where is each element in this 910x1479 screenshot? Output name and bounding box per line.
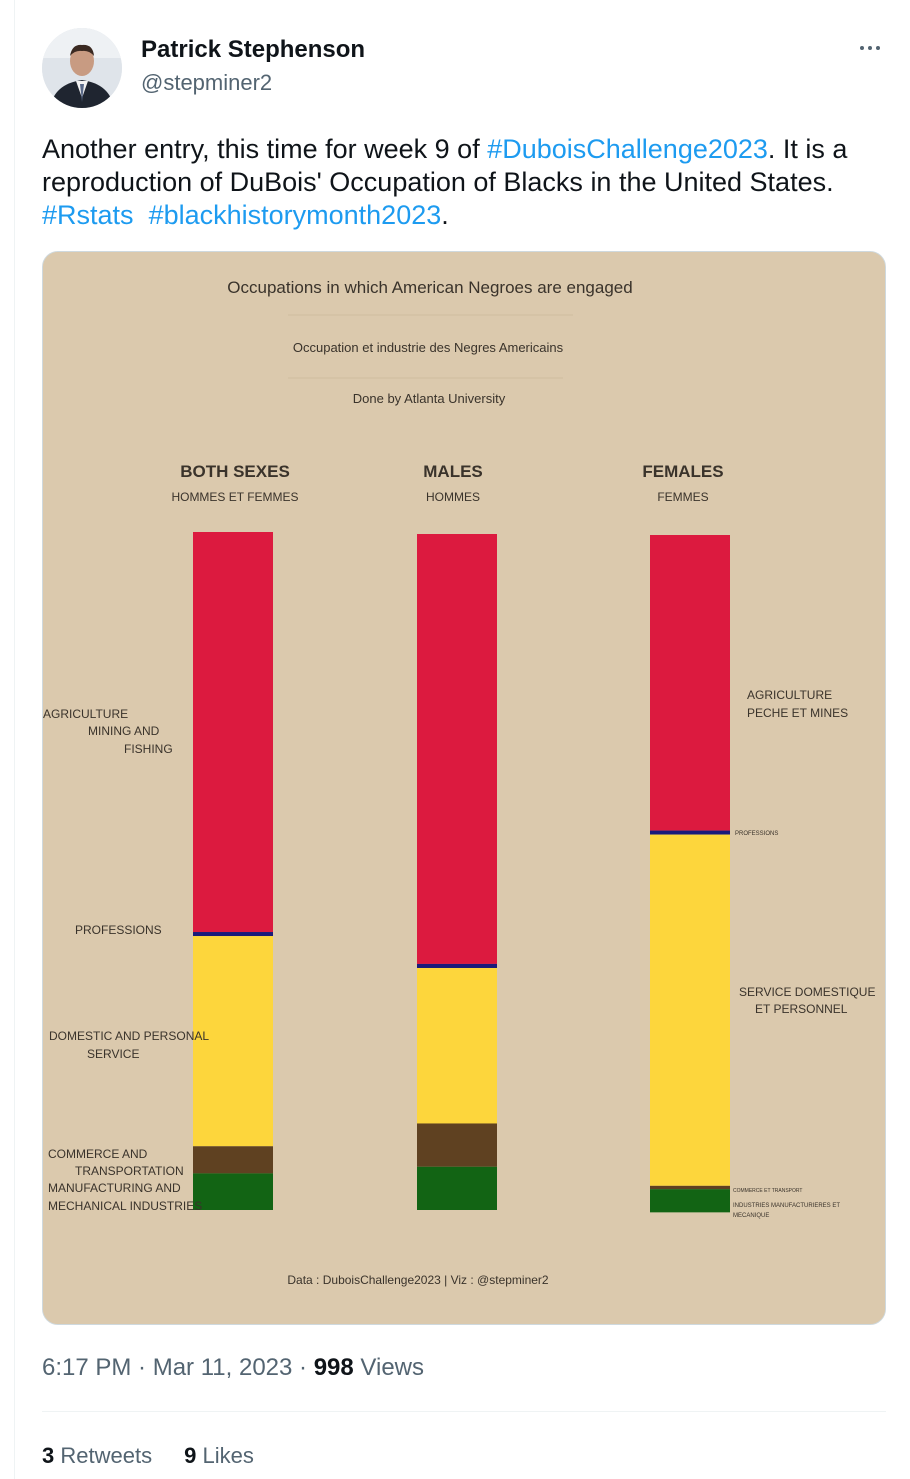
segment-label: PROFESSIONS: [735, 831, 778, 837]
engagement-stats: 3 Retweets 9 Likes: [42, 1443, 254, 1469]
author-name[interactable]: Patrick Stephenson: [141, 36, 366, 63]
meta-separator: ·: [292, 1354, 314, 1381]
bar-segment: [650, 830, 730, 835]
tweet-media-chart[interactable]: Occupations in which American Negroes ar…: [42, 251, 886, 1325]
chart-subtitle-2: Done by Atlanta University: [353, 391, 506, 406]
bar-segment: [417, 963, 497, 968]
tweet-text-part: . It is a reproduction of DuBois' Occupa…: [42, 134, 848, 197]
segment-label: PROFESSIONS: [75, 923, 162, 937]
tweet-text-part: Another entry, this time for week 9 of: [42, 134, 488, 164]
segment-label: MECHANICAL INDUSTRIES: [48, 1199, 202, 1213]
bar-segment: [417, 1166, 497, 1210]
segment-label: AGRICULTURE: [43, 707, 128, 721]
bar-segment: [650, 1189, 730, 1213]
avatar[interactable]: [42, 28, 122, 108]
tweet-time[interactable]: 6:17 PM: [42, 1354, 132, 1381]
category-subtitle: HOMMES: [426, 490, 480, 504]
category-label: BOTH SEXES: [180, 462, 290, 481]
segment-label: ET PERSONNEL: [755, 1002, 848, 1016]
hashtag-link[interactable]: #Rstats: [42, 200, 134, 230]
chart-subtitle: Occupation et industrie des Negres Ameri…: [293, 340, 564, 355]
segment-label: FISHING: [124, 742, 173, 756]
category-label: FEMALES: [642, 462, 723, 481]
timeline-border: [14, 0, 15, 1479]
views-count: 998: [313, 1354, 354, 1381]
tweet-date[interactable]: Mar 11, 2023: [152, 1354, 293, 1381]
segment-label: COMMERCE AND: [48, 1147, 148, 1161]
bar-segment: [193, 532, 273, 933]
bar-segment: [650, 1185, 730, 1190]
likes-label: Likes: [202, 1443, 254, 1468]
bar-segment: [193, 1146, 273, 1174]
retweets-count: 3: [42, 1443, 55, 1468]
segment-label: AGRICULTURE: [747, 688, 832, 702]
retweets-label: Retweets: [60, 1443, 153, 1468]
bar-segment: [193, 932, 273, 937]
segment-label: DOMESTIC AND PERSONAL: [49, 1029, 209, 1043]
dot: [876, 46, 880, 50]
retweets-stat[interactable]: 3 Retweets: [42, 1443, 152, 1469]
bar-segment: [417, 1123, 497, 1167]
views-label: Views: [360, 1354, 424, 1381]
bar-segment: [193, 1173, 273, 1210]
tweet-text-part: .: [441, 200, 449, 230]
segment-label: MANUFACTURING AND: [48, 1181, 181, 1195]
avatar-photo: [42, 28, 122, 108]
segment-label: INDUSTRIES MANUFACTURIERES ET: [733, 1203, 840, 1209]
segment-label: COMMERCE ET TRANSPORT: [733, 1188, 802, 1194]
tweet-meta: 6:17 PM · Mar 11, 2023 · 998 Views: [42, 1354, 424, 1382]
bar-segment: [650, 834, 730, 1186]
dot: [868, 46, 872, 50]
chart-caption: Data : DuboisChallenge2023 | Viz : @step…: [287, 1273, 549, 1287]
divider: [42, 1411, 886, 1412]
chart-svg: Occupations in which American Negroes ar…: [43, 252, 885, 1324]
tweet-text: Another entry, this time for week 9 of #…: [42, 133, 892, 232]
bar-segment: [417, 967, 497, 1124]
segment-label: MINING AND: [88, 724, 160, 738]
likes-count: 9: [184, 1443, 197, 1468]
meta-separator: ·: [131, 1354, 153, 1381]
segment-label: SERVICE DOMESTIQUE: [739, 985, 875, 999]
segment-label: MECANIQUE: [733, 1213, 769, 1219]
likes-stat[interactable]: 9 Likes: [184, 1443, 254, 1469]
bar-segment: [193, 936, 273, 1147]
segment-label: SERVICE: [87, 1047, 139, 1061]
category-label: MALES: [423, 462, 483, 481]
bar-segment: [417, 534, 497, 964]
chart-title: Occupations in which American Negroes ar…: [227, 278, 632, 297]
segment-label: PECHE ET MINES: [747, 706, 848, 720]
hashtag-link[interactable]: #DuboisChallenge2023: [487, 134, 768, 164]
hashtag-link[interactable]: #blackhistorymonth2023: [148, 200, 442, 230]
dot: [860, 46, 864, 50]
more-horizontal-icon[interactable]: [852, 34, 888, 62]
category-subtitle: HOMMES ET FEMMES: [171, 490, 298, 504]
bar-segment: [650, 535, 730, 831]
category-subtitle: FEMMES: [657, 490, 708, 504]
segment-label: TRANSPORTATION: [75, 1164, 184, 1178]
author-handle[interactable]: @stepminer2: [141, 70, 273, 95]
